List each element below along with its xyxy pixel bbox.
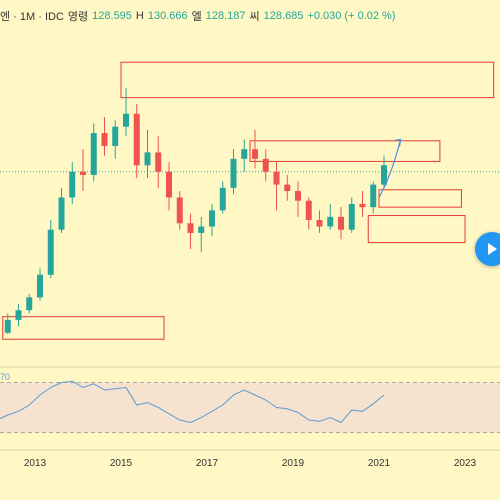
candle-body (155, 152, 162, 172)
candle-body (90, 133, 97, 175)
open-label: 영령 (67, 11, 89, 23)
candle-body (338, 216, 344, 230)
candle-body (144, 152, 151, 166)
candle-body (295, 191, 301, 201)
ohlc-legend: 엔 · 1M · IDC 영령 128.595 H 130.666 엘 128.187… (0, 8, 395, 24)
play-icon (488, 243, 497, 255)
candle-body (316, 220, 323, 227)
candle-body (69, 171, 76, 198)
x-tick-label: 2021 (368, 458, 391, 469)
zone-box-1 (120, 61, 495, 99)
rsi-line (0, 380, 385, 424)
candle-body (176, 197, 183, 224)
low-value: 128.187 (205, 10, 246, 22)
candle-body (101, 133, 108, 146)
x-tick-label: 2019 (282, 458, 305, 469)
candle-body (241, 149, 248, 159)
high-value: 130.666 (147, 10, 188, 22)
x-tick-label: 2015 (110, 458, 133, 469)
rsi-value-label: 70 (0, 372, 11, 382)
low-label: 엘 (191, 11, 202, 23)
candle-body (37, 274, 43, 298)
candle-body (198, 226, 205, 233)
candle-body (348, 203, 355, 230)
candle-body (15, 310, 22, 320)
candle-body (273, 171, 280, 185)
close-label: 씨 (249, 11, 260, 23)
candle-body (123, 113, 129, 127)
zone-box-5 (2, 316, 165, 340)
candle-body (133, 113, 140, 166)
change-value: +0.030 (+ 0.02 %) (307, 10, 396, 22)
candle-body (305, 200, 312, 221)
open-value: 128.595 (92, 10, 132, 22)
candle-body (58, 197, 65, 230)
candle-body (359, 203, 366, 208)
projection-arrow (378, 139, 402, 198)
candle-body (219, 187, 226, 211)
zone-box-2 (249, 140, 441, 162)
candle-body (4, 319, 11, 333)
candle-body (262, 158, 269, 172)
candle-body (209, 210, 215, 227)
candle-body (26, 297, 33, 311)
x-tick-label: 2023 (454, 458, 477, 469)
candle-body (112, 126, 119, 146)
close-value: 128.685 (263, 10, 304, 22)
projection-arrowhead (394, 138, 402, 147)
candle-body (47, 229, 54, 275)
x-tick-label: 2013 (24, 458, 47, 469)
zone-box-4 (367, 215, 466, 244)
candle-body (230, 158, 237, 188)
candle-body (327, 216, 334, 227)
zone-box-3 (378, 189, 462, 208)
play-button[interactable] (475, 232, 500, 266)
candle-body (187, 223, 194, 233)
candle-body (370, 184, 377, 208)
candle-body (252, 149, 258, 159)
x-tick-label: 2017 (196, 458, 219, 469)
high-label: H (135, 10, 144, 22)
candle-body (381, 165, 387, 185)
candle-body (166, 171, 172, 198)
candle-body (80, 171, 86, 175)
rsi-band (0, 382, 500, 433)
symbol-label: 엔 · 1M · IDC (0, 11, 64, 23)
candle-body (284, 184, 291, 192)
